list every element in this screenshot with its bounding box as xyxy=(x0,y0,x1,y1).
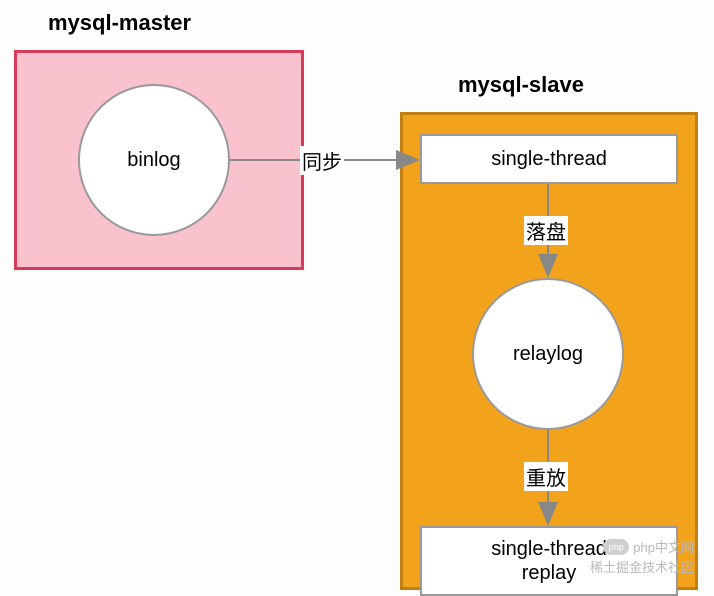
single-thread-bottom-line2: replay xyxy=(522,561,576,585)
relaylog-label: relaylog xyxy=(513,343,583,366)
edge-sync-label: 同步 xyxy=(300,146,344,175)
slave-title: mysql-slave xyxy=(458,72,584,98)
php-icon: php xyxy=(603,539,629,555)
master-title: mysql-master xyxy=(48,10,191,36)
watermark-community: 稀土掘金技术社区 xyxy=(590,557,694,576)
watermark-logo-text: php中文网 xyxy=(633,537,694,556)
watermark-logo: php php中文网 xyxy=(603,537,694,556)
edge-flush-label: 落盘 xyxy=(524,216,568,245)
single-thread-top-label: single-thread xyxy=(491,148,607,171)
binlog-node: binlog xyxy=(78,84,230,236)
edge-replay-label: 重放 xyxy=(524,462,568,491)
relaylog-node: relaylog xyxy=(472,278,624,430)
single-thread-top: single-thread xyxy=(420,134,678,184)
binlog-label: binlog xyxy=(127,149,180,172)
